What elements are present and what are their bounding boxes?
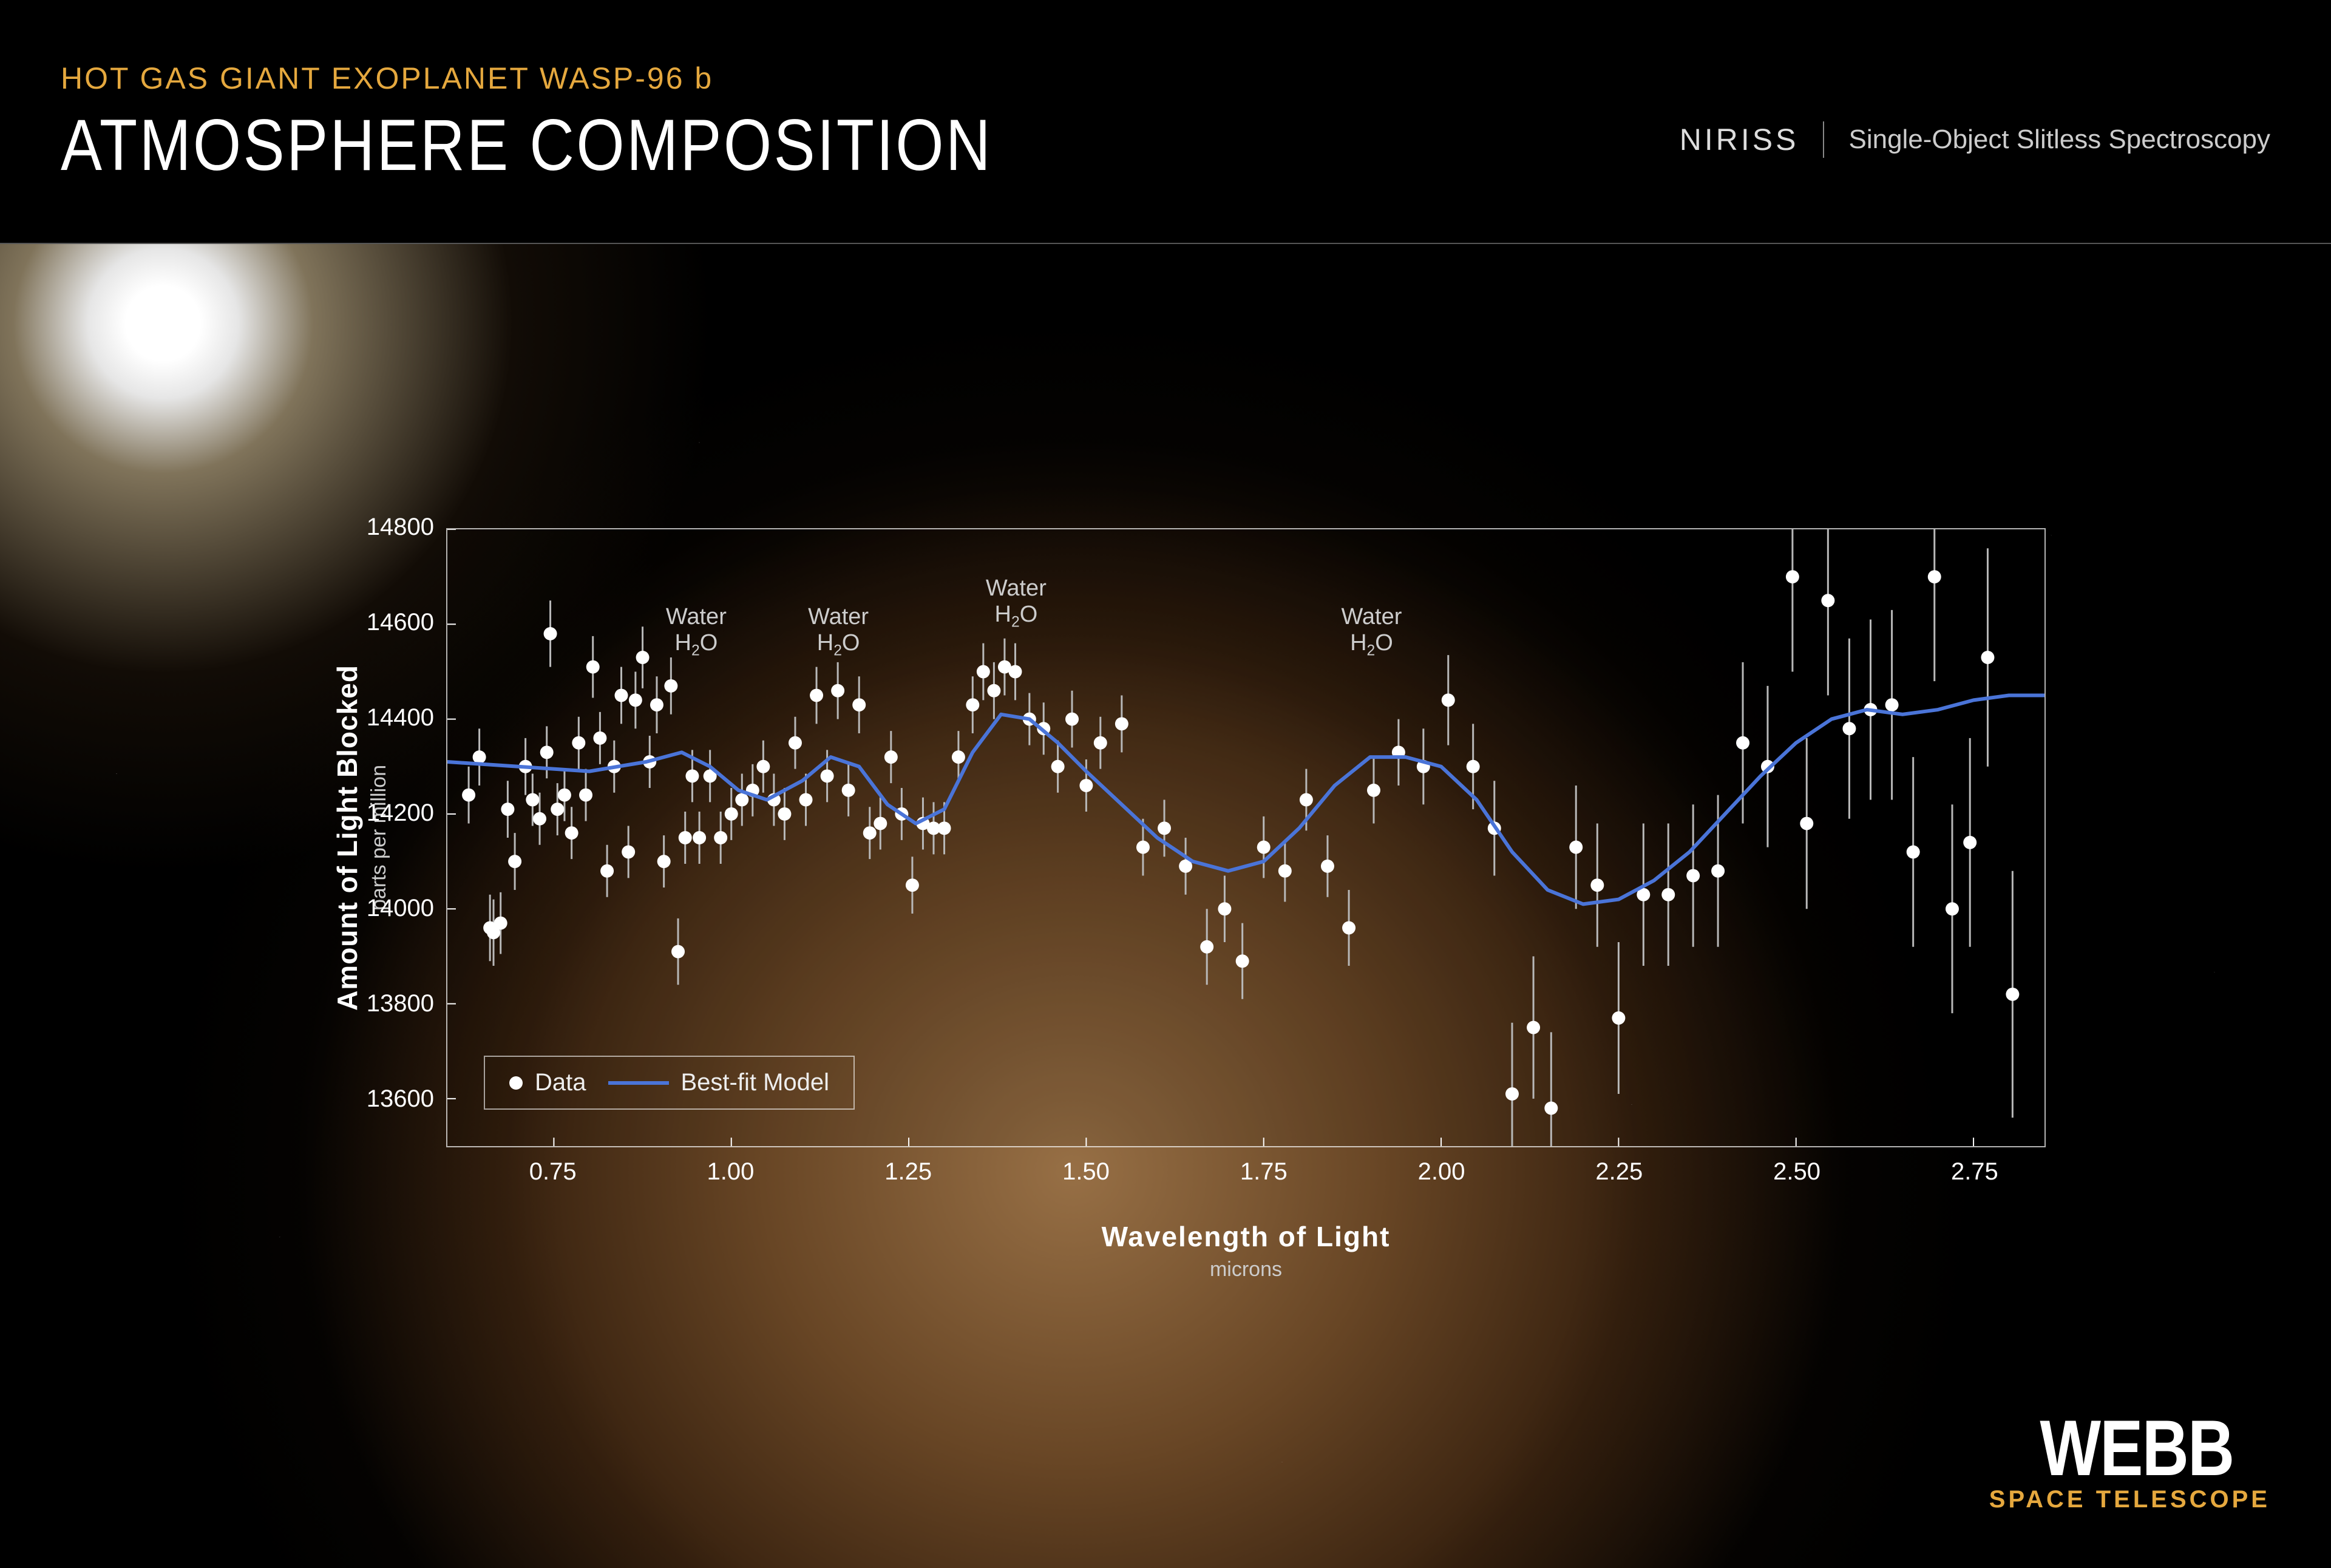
y-tick-label: 14600	[367, 609, 434, 636]
y-tick-label: 14800	[367, 514, 434, 541]
x-axis-label: Wavelength of Light	[1088, 1220, 1404, 1253]
instrument-label: NIRISS	[1680, 122, 1799, 157]
header-bar: HOT GAS GIANT EXOPLANET WASP-96 b ATMOSP…	[0, 0, 2331, 243]
x-tick-label: 2.25	[1595, 1158, 1643, 1186]
x-tick-label: 1.75	[1240, 1158, 1288, 1186]
y-tick-label: 14400	[367, 704, 434, 731]
legend-label: Data	[535, 1069, 586, 1096]
legend-item-data: Data	[509, 1069, 586, 1096]
water-annotation: WaterH2O	[666, 604, 727, 660]
x-tick-label: 2.75	[1951, 1158, 1998, 1186]
plot-area: Data Best-fit Model WaterH2O WaterH2O Wate…	[446, 528, 2046, 1147]
mode-label: Single-Object Slitless Spectroscopy	[1848, 124, 2270, 155]
y-tick-label: 14200	[367, 799, 434, 827]
page-root: HOT GAS GIANT EXOPLANET WASP-96 b ATMOSP…	[0, 0, 2331, 1568]
logo-line1: WEBB	[2040, 1413, 2270, 1484]
x-tick-label: 1.50	[1062, 1158, 1110, 1186]
x-tick-label: 2.00	[1418, 1158, 1465, 1186]
x-tick-label: 2.50	[1773, 1158, 1820, 1186]
water-annotation: WaterH2O	[1341, 604, 1402, 660]
x-tick-label: 1.00	[707, 1158, 755, 1186]
divider-icon	[1823, 121, 1824, 158]
x-tick-label: 1.25	[884, 1158, 932, 1186]
webb-logo: WEBB SPACE TELESCOPE	[1989, 1413, 2270, 1513]
y-tick-label: 13800	[367, 990, 434, 1017]
x-tick-label: 0.75	[529, 1158, 577, 1186]
y-tick-label: 14000	[367, 895, 434, 922]
water-annotation: WaterH2O	[808, 604, 869, 660]
y-axis-label: Amount of Light Blocked	[331, 665, 364, 1011]
header-right-group: NIRISS Single-Object Slitless Spectrosco…	[1680, 121, 2270, 158]
legend-item-model: Best-fit Model	[608, 1069, 830, 1096]
line-icon	[608, 1081, 669, 1085]
dot-icon	[509, 1076, 523, 1090]
header-eyebrow: HOT GAS GIANT EXOPLANET WASP-96 b	[61, 61, 713, 96]
legend: Data Best-fit Model	[484, 1056, 855, 1110]
legend-label: Best-fit Model	[681, 1069, 830, 1096]
x-axis-title: Wavelength of Light microns	[1088, 1220, 1404, 1281]
y-tick-label: 13600	[367, 1085, 434, 1113]
header-title: ATMOSPHERE COMPOSITION	[61, 103, 992, 187]
x-axis-units: microns	[1088, 1258, 1404, 1281]
water-annotation: WaterH2O	[986, 575, 1047, 632]
